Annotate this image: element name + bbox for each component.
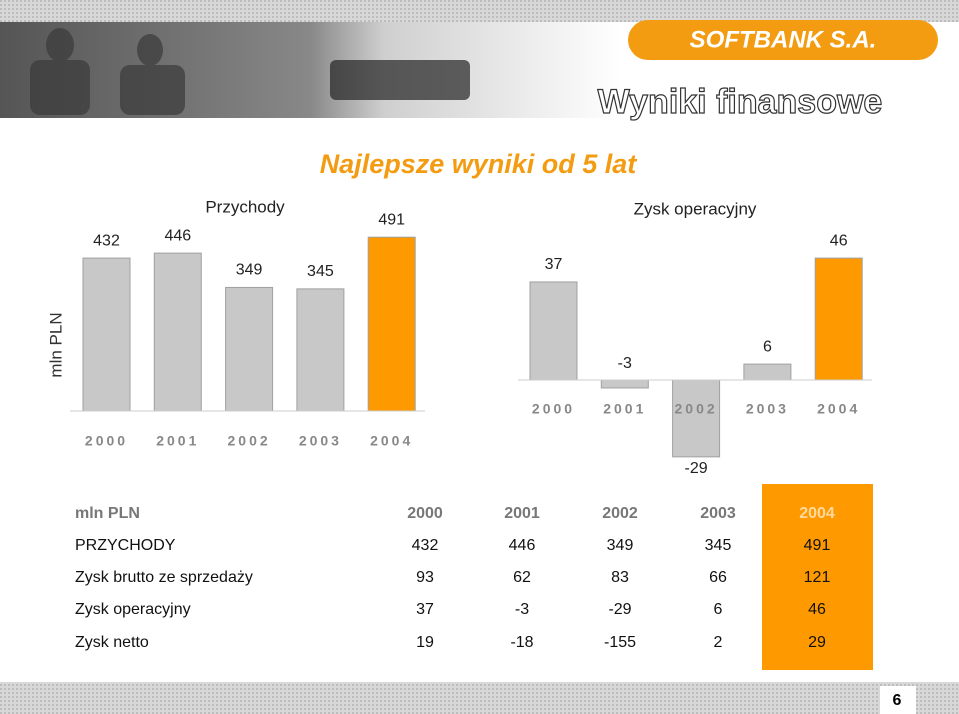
banner-figures xyxy=(30,28,470,115)
value-label: -3 xyxy=(618,355,632,372)
bar xyxy=(82,257,131,412)
table-cell: -3 xyxy=(515,601,529,618)
value-label: 432 xyxy=(93,232,120,249)
table-highlight xyxy=(762,484,873,670)
x-tick-label: 2004 xyxy=(370,433,413,449)
value-label: 345 xyxy=(307,263,334,280)
table-cell: Zysk brutto ze sprzedaży xyxy=(75,569,253,586)
table-cell: 19 xyxy=(416,634,434,651)
bar xyxy=(600,379,649,389)
y-axis-label: mln PLN xyxy=(46,312,65,377)
table-cell: 6 xyxy=(714,601,723,618)
table-header: mln PLN xyxy=(75,505,140,522)
value-label: -29 xyxy=(685,460,708,477)
table-cell: 62 xyxy=(513,569,531,586)
subtitle: Najlepsze wyniki od 5 lat xyxy=(320,149,638,179)
bar xyxy=(529,281,578,381)
table-cell: -29 xyxy=(608,601,631,618)
bar xyxy=(153,252,202,412)
table-cell: 66 xyxy=(709,569,727,586)
table-cell: 29 xyxy=(808,634,826,651)
bar xyxy=(225,286,274,412)
bar xyxy=(814,257,863,381)
table-cell: 37 xyxy=(416,601,434,618)
table-header: 2003 xyxy=(700,505,736,522)
table-header: 2004 xyxy=(799,505,835,522)
value-label: 349 xyxy=(236,262,263,279)
table-cell: Zysk operacyjny xyxy=(75,601,191,618)
x-tick-label: 2000 xyxy=(532,401,575,417)
table-cell: Zysk netto xyxy=(75,634,149,651)
x-tick-label: 2004 xyxy=(817,401,860,417)
table-cell: 2 xyxy=(714,634,723,651)
bar xyxy=(296,288,345,412)
table-header: 2002 xyxy=(602,505,638,522)
slide-title: Wyniki finansowe xyxy=(598,83,883,121)
bar xyxy=(367,236,416,412)
x-tick-label: 2003 xyxy=(299,433,342,449)
logo: SOFTBANK S.A. xyxy=(690,26,877,53)
banner-photo xyxy=(0,22,620,118)
table-cell: 491 xyxy=(804,537,831,554)
table-cell: PRZYCHODY xyxy=(75,537,176,554)
x-tick-label: 2001 xyxy=(156,433,199,449)
x-tick-label: 2002 xyxy=(228,433,271,449)
table-cell: -18 xyxy=(510,634,533,651)
value-label: 6 xyxy=(763,338,772,355)
table-cell: 93 xyxy=(416,569,434,586)
table-cell: 121 xyxy=(804,569,831,586)
logo-badge xyxy=(628,20,938,60)
table-header: 2001 xyxy=(504,505,540,522)
table-cell: 432 xyxy=(412,537,439,554)
table-cell: 349 xyxy=(607,537,634,554)
chart-title: Zysk operacyjny xyxy=(634,199,757,218)
bar xyxy=(672,379,721,458)
page-number: 6 xyxy=(893,692,902,709)
x-tick-label: 2000 xyxy=(85,433,128,449)
value-label: 446 xyxy=(164,227,191,244)
table-cell: 46 xyxy=(808,601,826,618)
table-header: 2000 xyxy=(407,505,443,522)
value-label: 37 xyxy=(545,256,563,273)
top-strip xyxy=(0,0,959,22)
table-cell: -155 xyxy=(604,634,636,651)
table-cell: 83 xyxy=(611,569,629,586)
page-box xyxy=(880,686,916,714)
chart-title: Przychody xyxy=(205,197,285,216)
bar xyxy=(743,363,792,381)
table-cell: 345 xyxy=(705,537,732,554)
table-cell: 446 xyxy=(509,537,536,554)
x-tick-label: 2002 xyxy=(675,401,718,417)
x-tick-label: 2003 xyxy=(746,401,789,417)
value-label: 491 xyxy=(378,211,405,228)
bottom-strip xyxy=(0,682,959,714)
value-label: 46 xyxy=(830,232,848,249)
x-tick-label: 2001 xyxy=(603,401,646,417)
